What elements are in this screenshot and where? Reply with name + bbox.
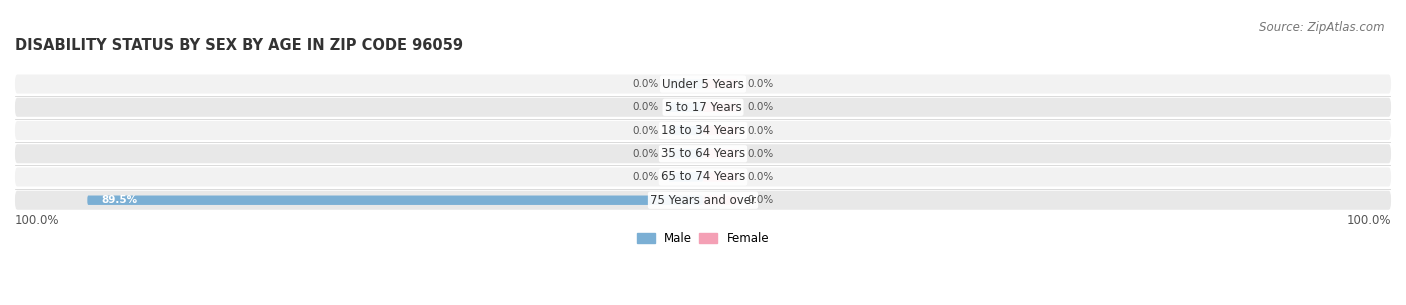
Text: 18 to 34 Years: 18 to 34 Years (661, 124, 745, 137)
FancyBboxPatch shape (15, 98, 1391, 117)
FancyBboxPatch shape (15, 167, 1391, 187)
FancyBboxPatch shape (15, 121, 1391, 140)
Text: DISABILITY STATUS BY SEX BY AGE IN ZIP CODE 96059: DISABILITY STATUS BY SEX BY AGE IN ZIP C… (15, 38, 463, 53)
FancyBboxPatch shape (703, 196, 737, 205)
FancyBboxPatch shape (703, 79, 737, 89)
FancyBboxPatch shape (669, 172, 703, 182)
Text: 0.0%: 0.0% (748, 172, 773, 182)
Text: 0.0%: 0.0% (633, 172, 658, 182)
Text: 0.0%: 0.0% (748, 149, 773, 159)
FancyBboxPatch shape (669, 102, 703, 112)
Text: 0.0%: 0.0% (748, 102, 773, 112)
FancyBboxPatch shape (669, 79, 703, 89)
Text: 65 to 74 Years: 65 to 74 Years (661, 170, 745, 184)
Text: 0.0%: 0.0% (633, 102, 658, 112)
Text: 0.0%: 0.0% (633, 79, 658, 89)
FancyBboxPatch shape (703, 149, 737, 159)
Text: 0.0%: 0.0% (748, 79, 773, 89)
FancyBboxPatch shape (669, 126, 703, 135)
Text: 89.5%: 89.5% (101, 195, 138, 205)
Text: Under 5 Years: Under 5 Years (662, 77, 744, 91)
Text: 100.0%: 100.0% (15, 214, 59, 227)
FancyBboxPatch shape (669, 149, 703, 159)
FancyBboxPatch shape (87, 196, 703, 205)
Text: 0.0%: 0.0% (748, 126, 773, 135)
FancyBboxPatch shape (703, 102, 737, 112)
Text: Source: ZipAtlas.com: Source: ZipAtlas.com (1260, 21, 1385, 34)
Text: 100.0%: 100.0% (1347, 214, 1391, 227)
FancyBboxPatch shape (15, 144, 1391, 163)
Text: 75 Years and over: 75 Years and over (650, 194, 756, 207)
Text: 0.0%: 0.0% (633, 149, 658, 159)
FancyBboxPatch shape (703, 126, 737, 135)
Legend: Male, Female: Male, Female (637, 232, 769, 245)
FancyBboxPatch shape (703, 172, 737, 182)
Text: 35 to 64 Years: 35 to 64 Years (661, 147, 745, 160)
Text: 0.0%: 0.0% (633, 126, 658, 135)
FancyBboxPatch shape (15, 191, 1391, 210)
FancyBboxPatch shape (15, 74, 1391, 94)
Text: 5 to 17 Years: 5 to 17 Years (665, 101, 741, 114)
Text: 0.0%: 0.0% (748, 195, 773, 205)
